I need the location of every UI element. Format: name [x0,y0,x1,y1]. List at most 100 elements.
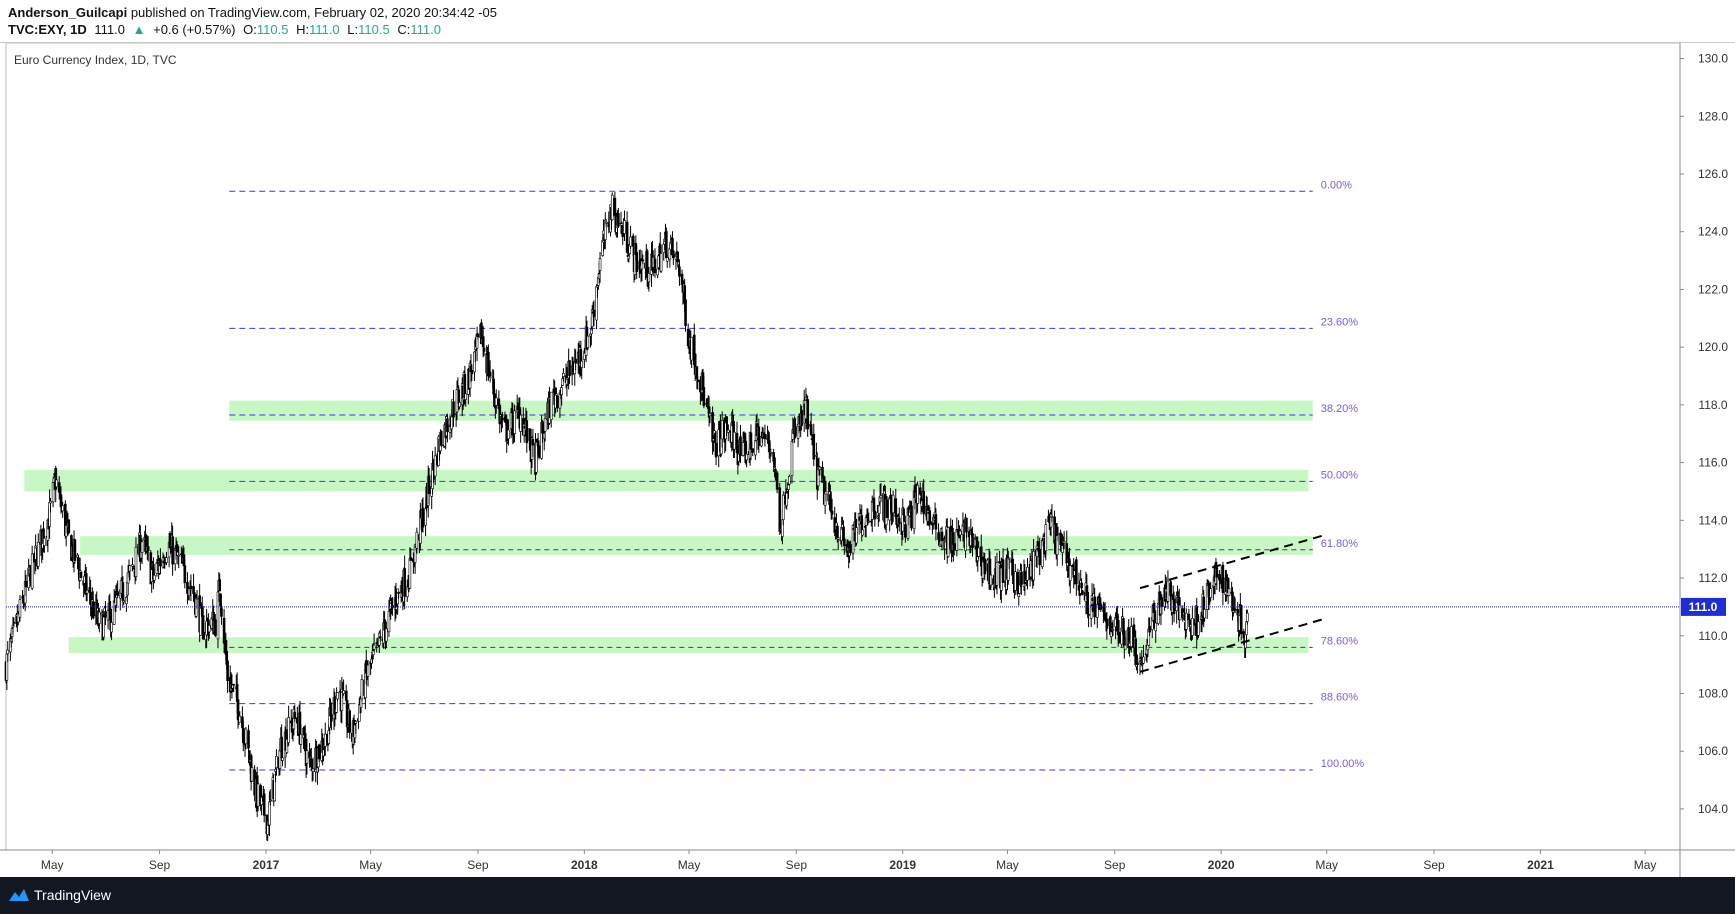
candle-body [549,391,553,420]
candle-body [458,401,461,408]
candle-body [726,429,730,433]
candle-body [513,410,516,434]
support-resistance-zone[interactable] [229,400,1313,421]
candle-body [305,750,309,764]
candle-body [711,412,714,443]
candle-body [555,393,558,396]
candle-body [112,600,116,625]
candle-body [592,310,596,318]
candle-body [165,557,168,563]
candle-body [159,559,162,567]
fib-level-label: 61.80% [1321,538,1359,550]
candle-body [702,387,706,407]
candle-body [1160,597,1164,607]
candle-body [427,475,431,494]
candle-body [1038,549,1042,566]
channel-trendline[interactable] [1139,533,1327,590]
candle-body [531,439,535,446]
candle-body [219,593,222,607]
candle-body [739,436,742,457]
candle-body [1017,593,1021,597]
candle-body [348,710,351,733]
candle-body [452,401,455,418]
candle-body [85,590,89,594]
candle-body [977,547,980,557]
y-tick-label: 118.0 [1698,398,1727,412]
candle-body [330,714,333,722]
channel-trendline[interactable] [1139,617,1327,673]
candle-body [1154,622,1158,632]
candle-body [24,580,28,588]
candle-body [146,546,150,551]
x-tick-label: Sep [149,858,171,872]
candle-body [336,692,339,700]
candle-body [195,597,199,600]
candle-body [714,442,718,458]
candle-body [849,544,852,554]
candle-body [79,571,83,578]
candle-body [280,736,283,759]
candle-body [1020,571,1023,585]
candle-body [1123,644,1127,650]
candle-body [61,505,65,512]
candle-body [672,250,675,259]
candle-body [556,395,559,409]
high-value: 111.0 [309,22,340,37]
candle-body [787,484,790,490]
candle-body [897,517,901,524]
candle-body [424,508,427,526]
author-name[interactable]: Anderson_Guilcapi [8,5,128,20]
candle-body [340,688,344,712]
price-chart[interactable]: Euro Currency Index, 1D, TVC 104.0 106.0 10… [0,43,1735,877]
candle-body [1050,515,1054,518]
candle-body [232,683,235,686]
support-resistance-zone[interactable] [24,469,1309,492]
candle-body [590,309,594,327]
candle-body [220,607,223,617]
candle-body [182,554,186,564]
candle-body [1001,559,1005,583]
candle-body [226,660,229,681]
high-label: H: [296,22,310,37]
candle-body [250,767,254,782]
tradingview-logo-icon[interactable] [8,887,30,903]
last-price-badge [1681,597,1726,616]
candle-body [537,445,541,458]
candle-body [574,358,577,364]
candle-body [830,510,834,515]
y-tick-label: 116.0 [1698,456,1727,470]
x-tick-label: May [41,858,64,872]
candle-body [790,440,794,476]
candle-body [903,515,906,523]
support-resistance-zone[interactable] [80,536,1313,555]
candle-body [413,544,417,563]
candle-body [928,510,932,525]
candle-body [1117,632,1121,644]
candle-body [1105,618,1109,629]
candle-body [207,625,211,633]
candle-body [409,557,413,561]
candle-body [543,418,547,432]
candle-body [603,219,607,240]
low-value: 110.5 [358,22,390,37]
candle-body [49,500,52,504]
candle-body [695,366,699,380]
candle-body [1195,606,1199,637]
candle-body [1075,559,1078,585]
x-tick-label: 2017 [253,858,280,872]
candle-body [275,756,278,768]
candle-body [891,494,895,514]
chart-area[interactable]: Euro Currency Index, 1D, TVC 104.0 106.0 10… [0,43,1735,877]
candle-body [269,799,272,802]
candle-body [371,650,375,655]
candle-body [1172,598,1176,615]
x-tick-label: Sep [786,858,808,872]
candle-body [303,733,307,752]
y-tick-label: 104.0 [1698,802,1728,816]
candle-body [1068,565,1072,581]
candle-body [1086,592,1089,614]
candle-body [635,252,638,272]
candle-body [665,257,669,262]
candle-body [403,568,406,597]
candle-body [116,591,119,596]
